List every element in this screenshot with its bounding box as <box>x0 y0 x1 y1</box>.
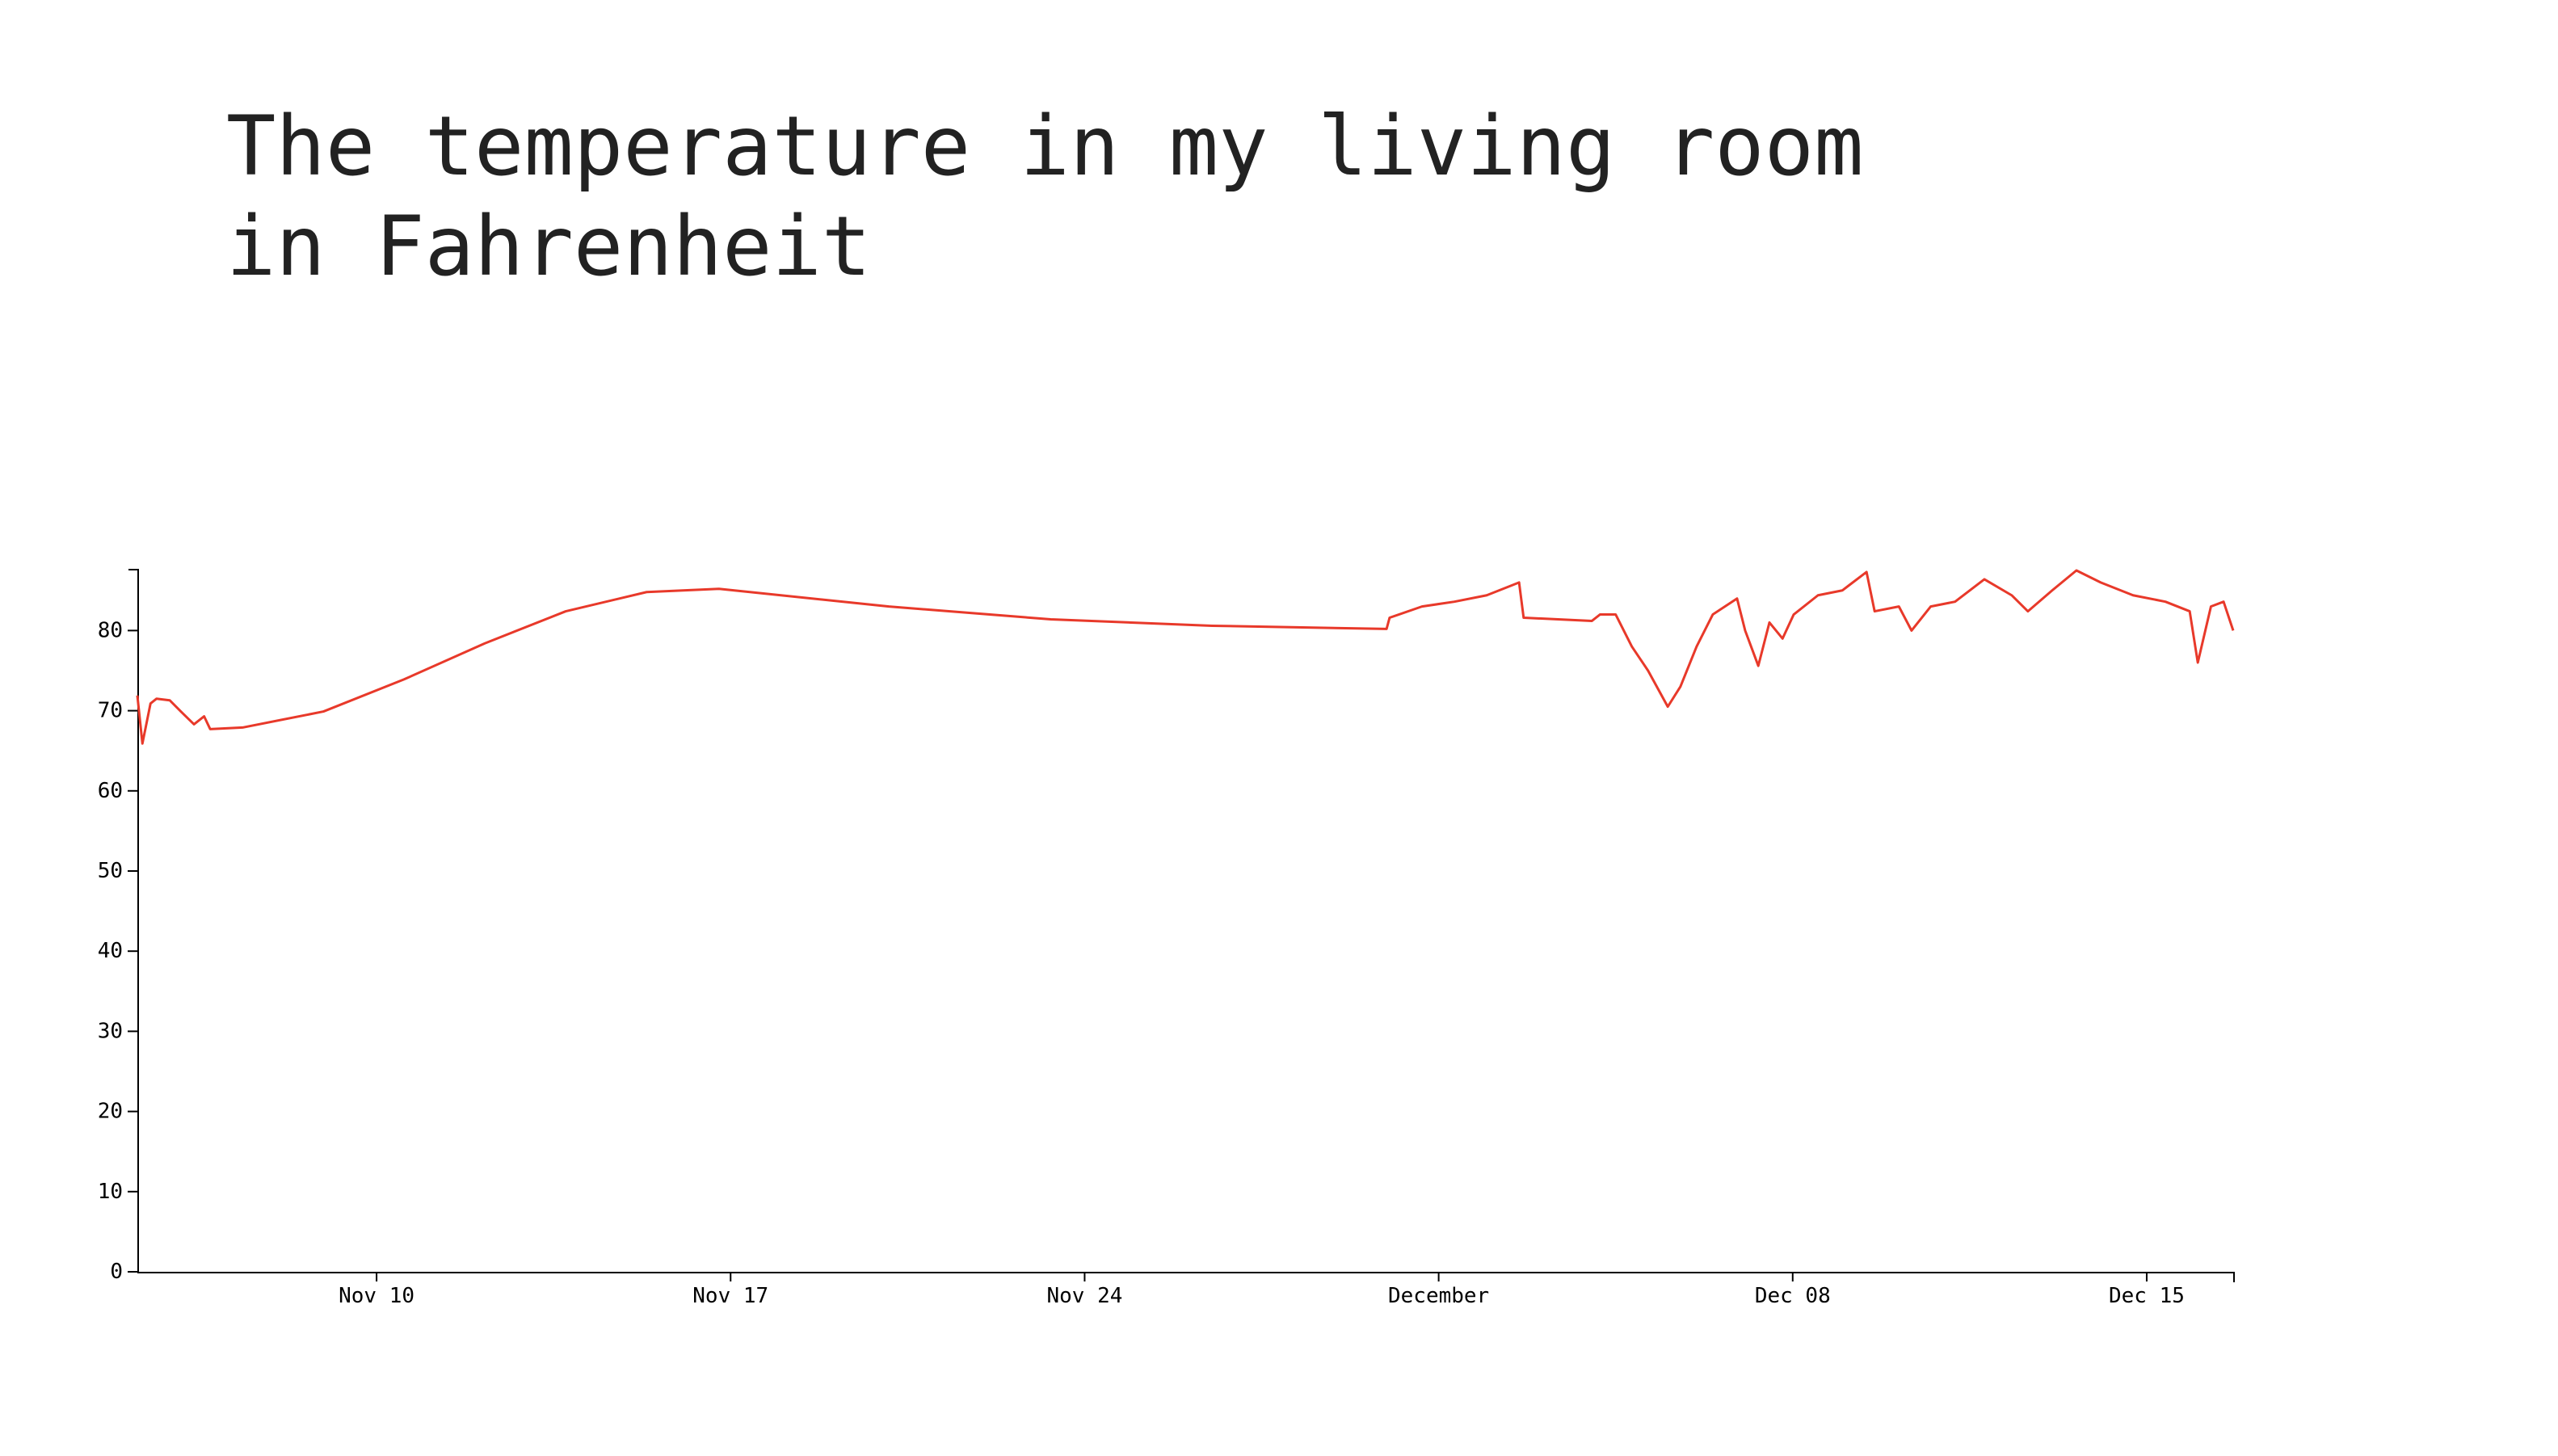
line <box>136 569 2235 745</box>
x-tick-label: Nov 17 <box>692 1284 768 1308</box>
y-tick-label: 0 <box>110 1260 123 1284</box>
y-tick-label: 80 <box>98 618 123 642</box>
y-tick-label: 10 <box>98 1180 123 1204</box>
y-tick-label: 60 <box>98 779 123 803</box>
y-tick-label: 20 <box>98 1100 123 1124</box>
x-tick-label: Dec 08 <box>1755 1284 1831 1308</box>
y-tick-label: 30 <box>98 1019 123 1043</box>
x-tick-label: Nov 10 <box>339 1284 414 1308</box>
y-tick-label: 50 <box>98 859 123 883</box>
x-tick-label: December <box>1388 1284 1489 1308</box>
y-tick-label: 70 <box>98 699 123 723</box>
y-tick-label: 40 <box>98 939 123 963</box>
axis-line <box>128 569 2235 1282</box>
x-tick-label: Nov 24 <box>1046 1284 1122 1308</box>
x-tick-label: Dec 15 <box>2109 1284 2185 1308</box>
chart-title: The temperature in my living room in Fah… <box>226 99 1864 295</box>
